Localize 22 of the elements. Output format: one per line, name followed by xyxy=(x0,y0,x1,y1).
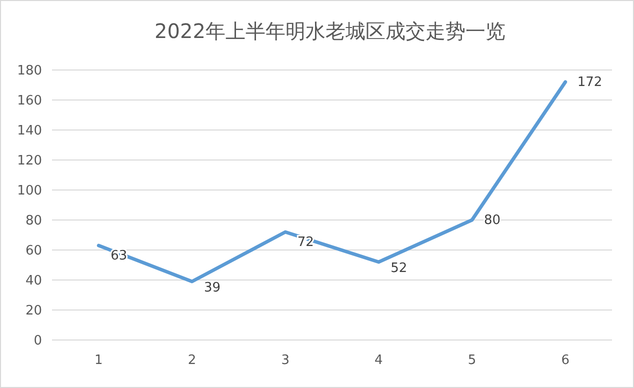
y-tick-label: 20 xyxy=(25,304,42,318)
data-label: 52 xyxy=(390,261,408,276)
y-tick-label: 120 xyxy=(17,154,42,168)
line-series xyxy=(96,80,568,284)
x-tick-label: 6 xyxy=(561,353,570,368)
x-tick-label: 5 xyxy=(468,353,476,368)
y-tick-label: 0 xyxy=(34,334,42,348)
y-tick-label: 80 xyxy=(25,214,42,228)
chart-title: 2022年上半年明水老城区成交走势一览 xyxy=(154,19,506,43)
y-tick-label: 140 xyxy=(17,124,42,138)
x-tick-label: 4 xyxy=(374,353,383,368)
y-tick-label: 180 xyxy=(17,64,42,78)
x-tick-label: 2 xyxy=(188,353,196,368)
x-tick-label: 3 xyxy=(281,353,290,368)
y-tick-label: 60 xyxy=(25,244,42,258)
data-label: 39 xyxy=(204,280,221,296)
y-tick-label: 160 xyxy=(17,94,42,108)
x-tick-label: 1 xyxy=(94,353,103,368)
data-label: 172 xyxy=(577,75,602,90)
y-tick-label: 40 xyxy=(25,274,42,288)
data-label: 80 xyxy=(484,213,501,228)
y-tick-label: 100 xyxy=(17,184,42,198)
